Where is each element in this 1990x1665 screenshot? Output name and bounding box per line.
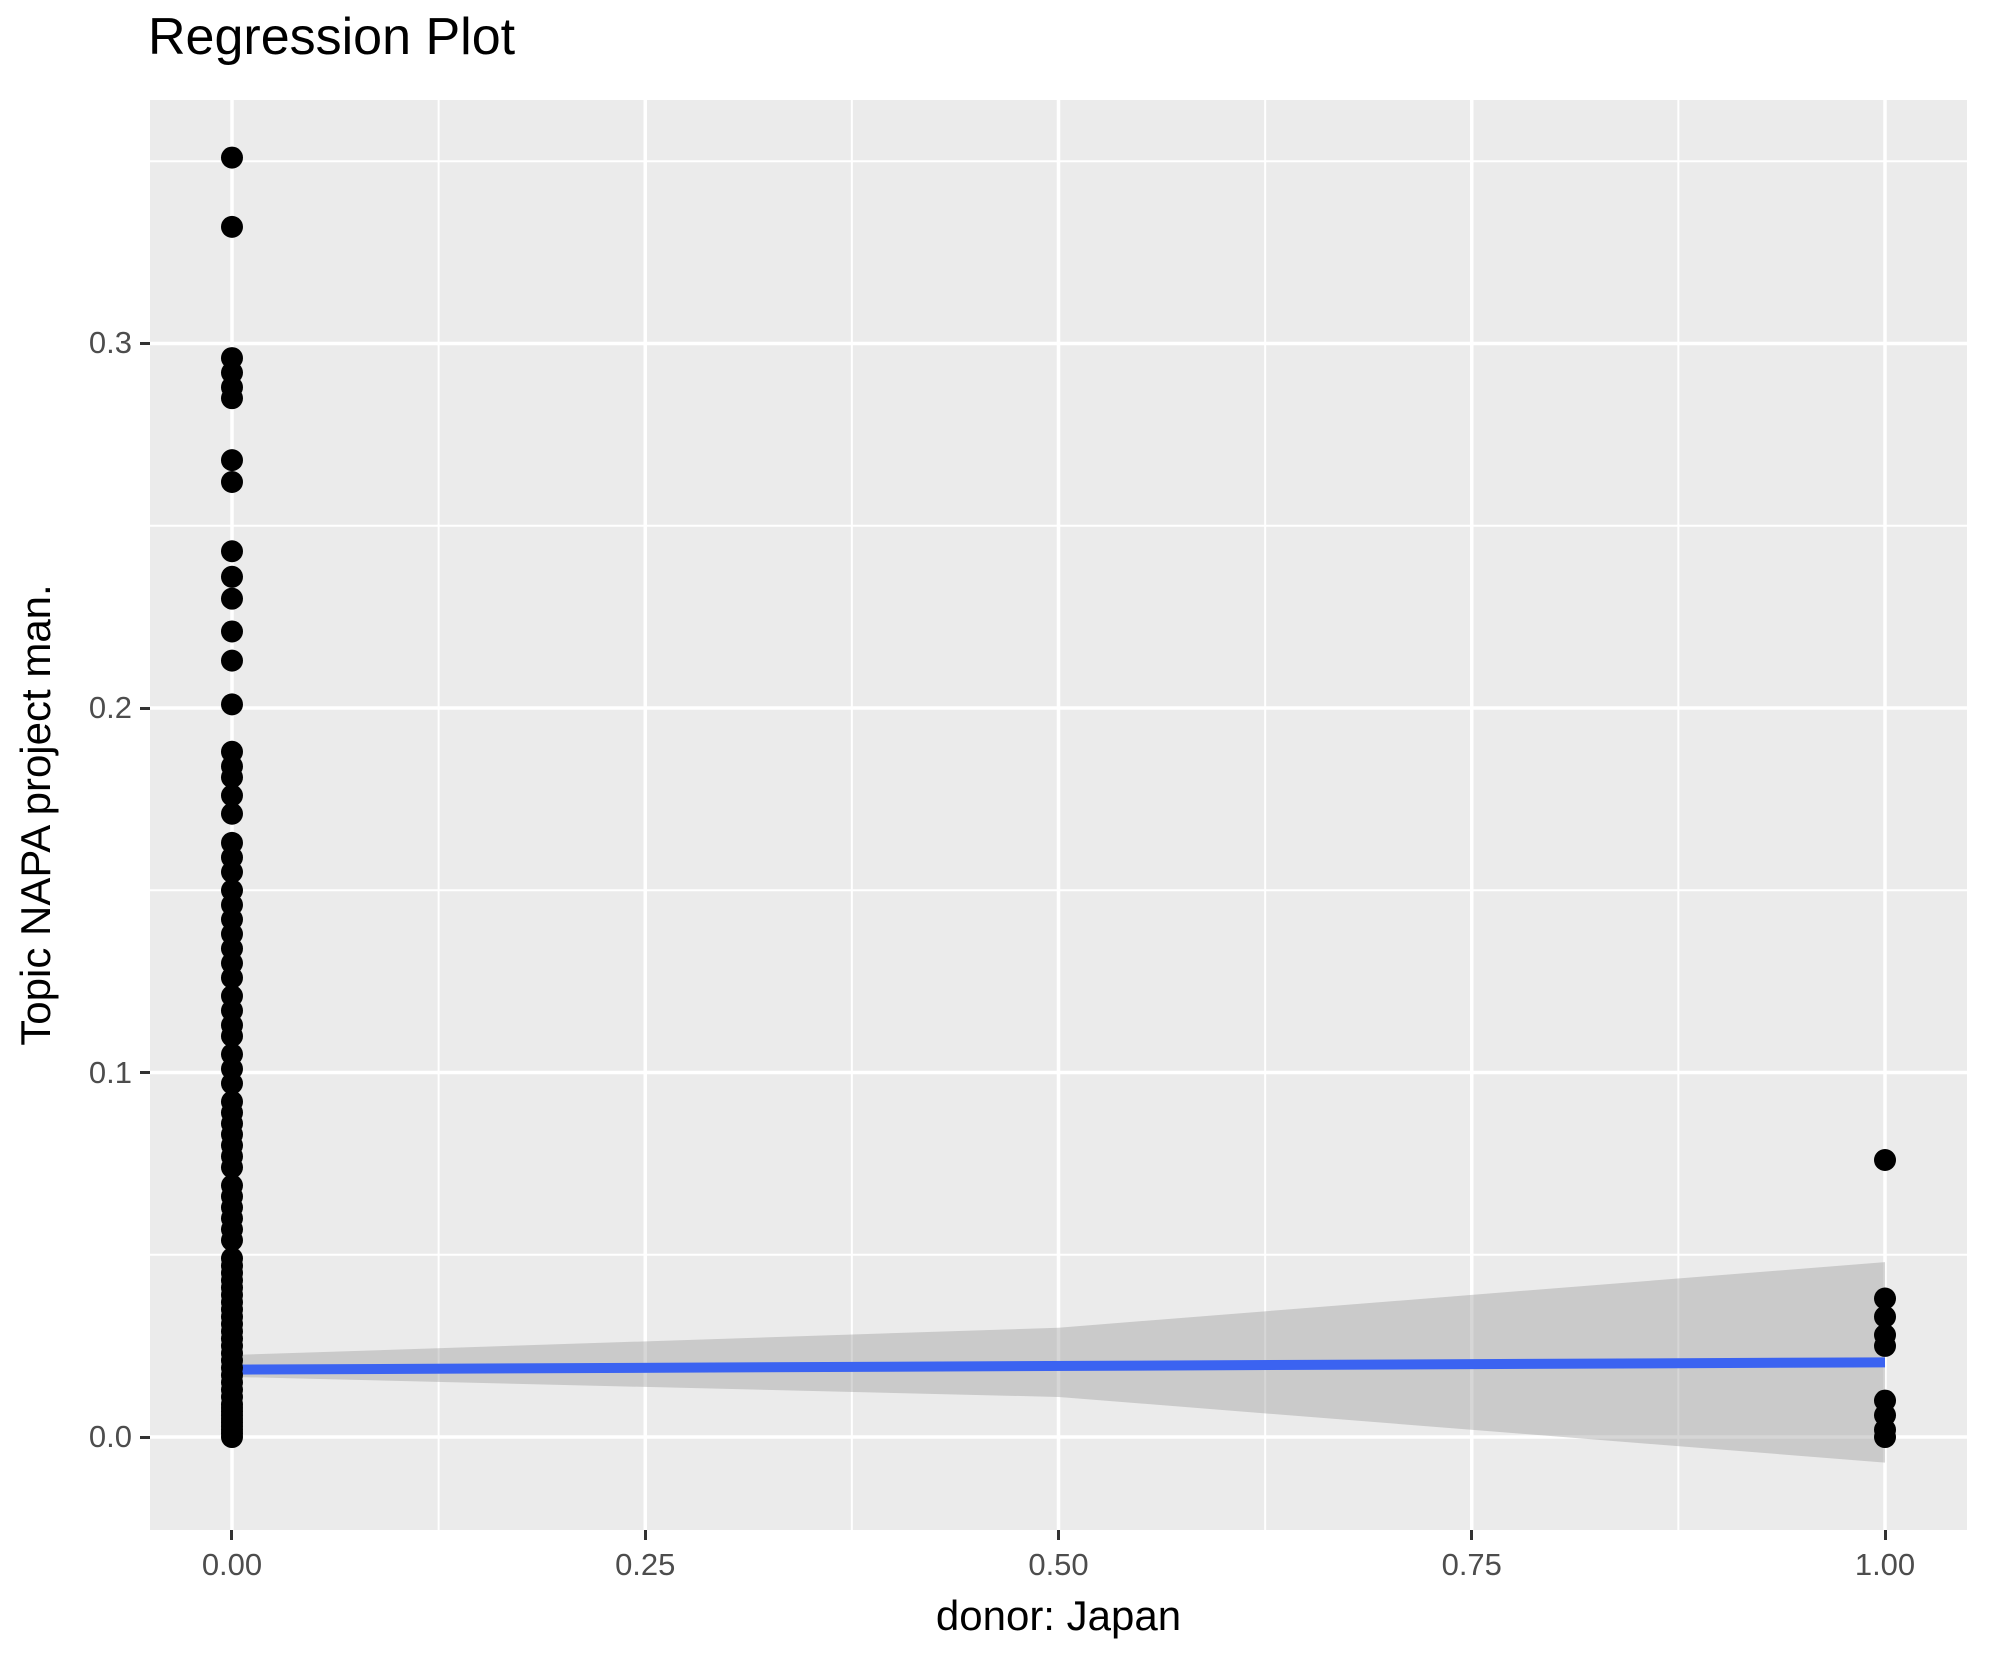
- x-tick-label: 1.00: [1854, 1547, 1916, 1582]
- scatter-point: [1874, 1426, 1897, 1449]
- y-axis-tick: [140, 1435, 150, 1439]
- scatter-point: [220, 620, 243, 643]
- x-tick-label: 0.00: [201, 1547, 263, 1582]
- scatter-point: [220, 1072, 243, 1095]
- x-axis-tick: [230, 1530, 234, 1540]
- y-tick-label: 0.0: [88, 1419, 132, 1455]
- scatter-point: [1874, 1334, 1897, 1357]
- x-axis-tick: [1470, 1530, 1474, 1540]
- scatter-point: [1874, 1149, 1897, 1172]
- y-tick-label: 0.1: [88, 1054, 132, 1090]
- scatter-point: [1874, 1305, 1897, 1328]
- scatter-point: [220, 861, 243, 884]
- scatter-point: [220, 1229, 243, 1252]
- scatter-point: [220, 766, 243, 789]
- scatter-point: [220, 693, 243, 716]
- scatter-point: [220, 966, 243, 989]
- y-tick-label: 0.3: [88, 325, 132, 361]
- scatter-point: [220, 1426, 243, 1449]
- scatter-point: [220, 565, 243, 588]
- y-axis-tick: [140, 706, 150, 710]
- scatter-point: [1874, 1287, 1897, 1310]
- scatter-point: [220, 1025, 243, 1048]
- x-axis-tick: [1057, 1530, 1060, 1540]
- x-tick-label: 0.75: [1441, 1547, 1502, 1582]
- scatter-point: [220, 649, 243, 672]
- x-axis-tick: [1883, 1530, 1887, 1540]
- scatter-point: [220, 471, 243, 494]
- scatter-point: [220, 449, 243, 472]
- y-axis-tick: [140, 1071, 150, 1075]
- plot-title: Regression Plot: [148, 8, 516, 66]
- scatter-point: [220, 146, 243, 169]
- scatter-point: [220, 387, 243, 410]
- scatter-point: [220, 215, 243, 238]
- x-tick-label: 0.50: [1028, 1547, 1089, 1582]
- regression-line: [231, 1357, 1886, 1375]
- x-axis-title: donor: Japan: [935, 1592, 1182, 1639]
- scatter-point: [220, 1156, 243, 1179]
- y-axis-tick: [140, 341, 150, 345]
- scatter-point: [220, 587, 243, 610]
- scatter-point: [220, 784, 243, 807]
- x-axis-tick: [643, 1530, 647, 1540]
- plot-canvas: [150, 100, 1967, 1530]
- scatter-point: [220, 802, 243, 825]
- y-tick-label: 0.2: [88, 690, 132, 725]
- y-axis-title: Topic NAPA project man.: [12, 584, 59, 1046]
- plot-panel: [150, 100, 1967, 1530]
- scatter-point: [220, 540, 243, 563]
- x-tick-label: 0.25: [615, 1547, 676, 1582]
